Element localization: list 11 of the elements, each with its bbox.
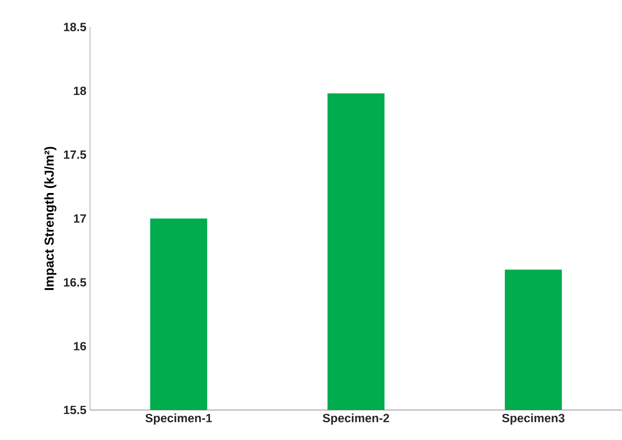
y-tick-label: 18 — [74, 86, 86, 96]
y-tick-label: 18.5 — [64, 22, 86, 32]
y-tick-label: 16 — [74, 342, 86, 350]
y-tick-label: 17.5 — [64, 150, 86, 159]
y-axis-title: Impact Strength (kJ/m²) — [44, 146, 56, 290]
x-tick-label: Specimen-1 — [145, 414, 212, 425]
x-tick-label: Specimen3 — [502, 414, 564, 425]
y-tick-label: 15.5 — [64, 406, 86, 414]
y-tick-label: 16.5 — [64, 278, 86, 287]
x-tick-label: Specimen-2 — [322, 414, 390, 425]
y-tick-label: 17 — [74, 214, 86, 223]
